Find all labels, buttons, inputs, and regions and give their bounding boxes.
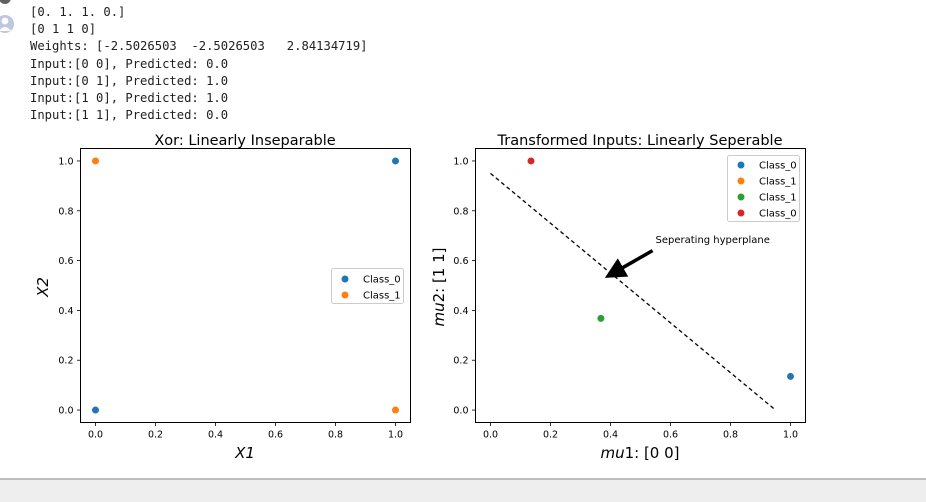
output-line: Weights: [-2.5026503 -2.5026503 2.841347… bbox=[30, 39, 368, 54]
matplotlib-figure: Xor: Linearly Inseparable 0.0 0.2 0.4 0.6 0.… bbox=[0, 126, 926, 480]
annotation-label: Seperating hyperplane bbox=[656, 235, 770, 246]
legend-marker bbox=[737, 161, 745, 169]
x-tick-label: 0.4 bbox=[603, 430, 618, 441]
output-line: [0. 1. 1. 0.] bbox=[30, 5, 126, 19]
data-point bbox=[92, 406, 99, 414]
data-point bbox=[392, 406, 399, 414]
figure-canvas: Xor: Linearly Inseparable 0.0 0.2 0.4 0.6 0.… bbox=[34, 133, 806, 462]
output-line: Input:[1 0], Predicted: 1.0 bbox=[30, 90, 229, 105]
y-axis-label: X2 bbox=[34, 277, 52, 298]
x-axis-ticks: 0.0 0.2 0.4 0.6 0.8 1.0 bbox=[88, 422, 403, 441]
x-tick-label: 1.0 bbox=[388, 430, 403, 441]
x-axis-label: mu1: [0 0] bbox=[600, 444, 679, 462]
annotation-arrow bbox=[604, 249, 654, 278]
x-axis-ticks: 0.0 0.2 0.4 0.6 0.8 1.0 bbox=[483, 422, 798, 441]
legend-label: Class_1 bbox=[363, 291, 401, 302]
x-tick-label: 0.6 bbox=[663, 430, 678, 441]
plot-title: Xor: Linearly Inseparable bbox=[154, 133, 335, 149]
legend-label: Class_0 bbox=[363, 275, 401, 286]
y-tick-label: 0.4 bbox=[453, 306, 468, 317]
y-tick-label: 1.0 bbox=[58, 156, 73, 167]
data-points bbox=[527, 157, 794, 380]
output-line: Input:[0 1], Predicted: 1.0 bbox=[30, 73, 229, 88]
y-tick-label: 0.4 bbox=[58, 306, 73, 317]
legend: Class_0 Class_1 Class_1 Class_0 bbox=[727, 155, 800, 222]
legend-label: Class_0 bbox=[759, 209, 797, 220]
y-tick-label: 0.6 bbox=[453, 256, 468, 267]
y-tick-label: 0.8 bbox=[453, 206, 468, 217]
y-axis-label-rest: 2: [1 1] bbox=[430, 247, 448, 302]
x-tick-label: 0.2 bbox=[543, 430, 558, 441]
plot-title: Transformed Inputs: Linearly Seperable bbox=[497, 133, 783, 149]
y-axis-ticks: 0.0 0.2 0.4 0.6 0.8 1.0 bbox=[453, 156, 476, 417]
legend-label: Class_0 bbox=[759, 161, 797, 172]
x-tick-label: 0.4 bbox=[208, 430, 223, 441]
axes-frame bbox=[475, 148, 806, 423]
plot-transformed: Transformed Inputs: Linearly Seperable 0… bbox=[430, 133, 806, 462]
x-tick-label: 0.8 bbox=[723, 430, 738, 441]
data-point bbox=[92, 157, 99, 165]
x-tick-label: 0.0 bbox=[483, 430, 498, 441]
y-tick-label: 0.2 bbox=[58, 356, 73, 367]
data-point bbox=[527, 157, 535, 165]
y-tick-label: 0.2 bbox=[453, 356, 468, 367]
legend-marker bbox=[341, 275, 349, 283]
legend-marker bbox=[737, 177, 745, 185]
legend-label: Class_1 bbox=[759, 193, 797, 204]
output-line: [0 1 1 0] bbox=[30, 22, 97, 37]
output-line: Input:[1 1], Predicted: 0.0 bbox=[30, 108, 229, 123]
x-axis-label-italic: mu bbox=[600, 444, 624, 462]
data-points bbox=[92, 157, 399, 414]
y-tick-label: 0.0 bbox=[58, 406, 73, 417]
x-axis-label-rest: 1: [0 0] bbox=[625, 444, 680, 462]
legend: Class_0 Class_1 bbox=[331, 268, 404, 304]
x-tick-label: 0.0 bbox=[88, 430, 103, 441]
y-axis-label: mu2: [1 1] bbox=[430, 247, 448, 326]
data-point bbox=[597, 314, 605, 322]
x-tick-label: 0.2 bbox=[148, 430, 163, 441]
cell-output: [0. 1. 1. 0.] [0 1 1 0] Weights: [-2.502… bbox=[30, 4, 368, 124]
x-tick-label: 0.8 bbox=[328, 430, 343, 441]
avatar-icon bbox=[0, 15, 14, 33]
output-line: Input:[0 0], Predicted: 0.0 bbox=[30, 56, 229, 71]
y-tick-label: 1.0 bbox=[453, 156, 468, 167]
notebook-bottom-bar bbox=[0, 478, 926, 502]
y-tick-label: 0.6 bbox=[58, 256, 73, 267]
legend-marker bbox=[737, 193, 745, 201]
x-axis-label: X1 bbox=[234, 444, 255, 462]
legend-marker bbox=[341, 291, 349, 299]
plot-xor: Xor: Linearly Inseparable 0.0 0.2 0.4 0.6 0.… bbox=[34, 133, 411, 462]
legend-marker bbox=[737, 209, 745, 217]
y-tick-label: 0.8 bbox=[58, 206, 73, 217]
y-axis-ticks: 0.0 0.2 0.4 0.6 0.8 1.0 bbox=[58, 156, 81, 417]
y-tick-label: 0.0 bbox=[453, 406, 468, 417]
x-tick-label: 1.0 bbox=[783, 430, 798, 441]
cell-status-icon bbox=[0, 0, 11, 4]
separating-line bbox=[490, 172, 776, 411]
data-point bbox=[787, 372, 794, 380]
data-point bbox=[392, 157, 399, 165]
y-axis-label-italic: mu bbox=[430, 302, 448, 326]
avatar-strip bbox=[0, 0, 20, 40]
x-tick-label: 0.6 bbox=[268, 430, 283, 441]
axes-frame bbox=[80, 148, 411, 423]
legend-label: Class_1 bbox=[759, 177, 797, 188]
